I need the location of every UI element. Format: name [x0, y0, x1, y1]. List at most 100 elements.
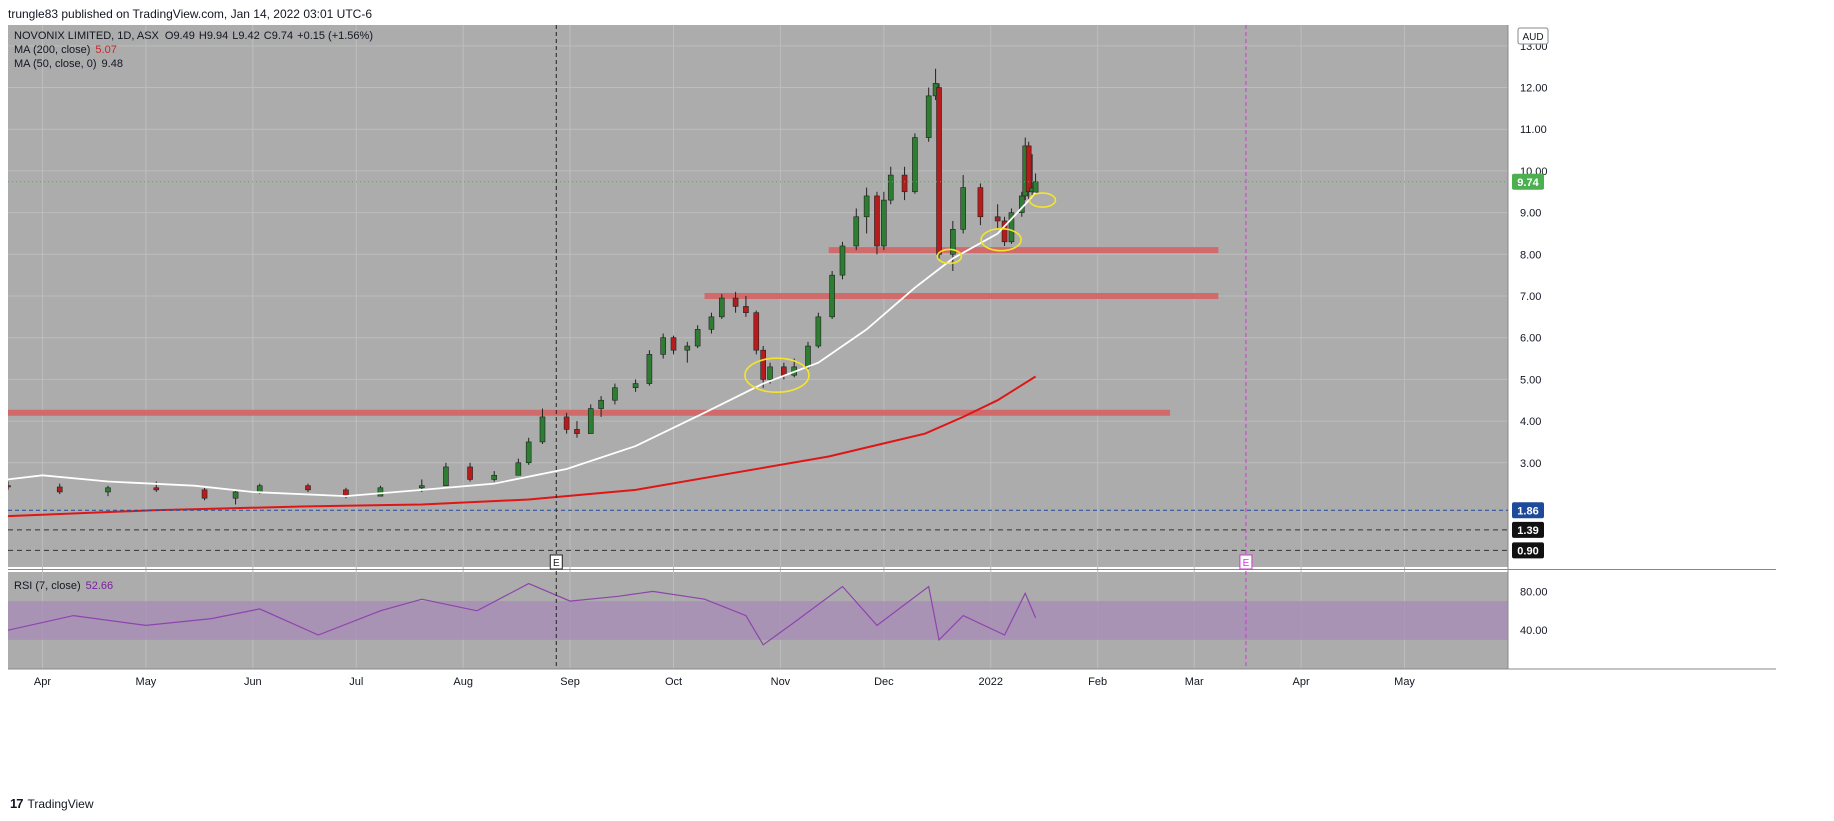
candle-body [587, 408, 594, 434]
price-tag-label: 1.86 [1517, 505, 1538, 517]
candle-body [201, 489, 208, 499]
ma200-label: MA (200, close) [14, 44, 90, 56]
candle-body [153, 487, 160, 491]
publisher-header: trungle83 published on TradingView.com, … [8, 7, 373, 21]
candle-body [829, 274, 835, 318]
candle-body [232, 491, 239, 499]
highlight-ellipse [1028, 192, 1057, 208]
legend-line-1: NOVONIX LIMITED, 1D, ASX O9.49 H9.94 L9.42 C… [14, 30, 373, 42]
footer-brand: TradingView [27, 796, 94, 811]
candle-body [874, 195, 880, 247]
candle-body [732, 297, 739, 307]
candle-body [781, 366, 787, 376]
x-tick-label: May [1394, 676, 1415, 688]
legend-ma200: MA (200, close) 5.07 [14, 44, 117, 56]
candle-body [8, 485, 11, 488]
candle-body [960, 187, 966, 230]
candle-body [491, 474, 498, 480]
x-tick-label: Nov [771, 676, 791, 688]
markers: 9.74 1.86 1.39 0.90 E E [8, 25, 1544, 669]
candle-body [743, 306, 749, 313]
x-tick-label: Aug [453, 676, 473, 688]
x-tick-label: Jun [244, 676, 262, 688]
candle-body [539, 416, 546, 443]
candle-body [760, 349, 766, 380]
price-tag [1512, 502, 1544, 519]
candle-body [377, 487, 384, 497]
x-tick-label: May [136, 676, 157, 688]
candle-body [612, 387, 618, 401]
ma200-value: 5.07 [95, 44, 116, 56]
ma50-line [8, 192, 1037, 498]
rsi-tick-label: 40.00 [1520, 625, 1548, 637]
candle-body [574, 429, 580, 434]
ma50-label: MA (50, close, 0) [14, 58, 97, 70]
x-tick-label: Dec [874, 676, 894, 688]
moving-averages [8, 192, 1037, 518]
candle-body [950, 228, 956, 255]
candle-body [881, 199, 887, 247]
price-tag [1512, 173, 1544, 190]
x-tick-label: Sep [560, 676, 580, 688]
currency-label: AUD [1522, 32, 1543, 43]
high-value: 9.94 [207, 30, 228, 42]
price-tag-label: 0.90 [1517, 545, 1538, 557]
close-value: 9.74 [272, 30, 293, 42]
candle-body [670, 337, 677, 351]
candle-body [767, 366, 773, 380]
candle-body [1025, 145, 1032, 193]
y-tick-label: 4.00 [1520, 416, 1541, 428]
earnings-label: E [553, 558, 560, 569]
earnings-badge[interactable] [549, 554, 563, 570]
candle-body [887, 174, 894, 201]
y-tick-label: 3.00 [1520, 458, 1541, 470]
price-tag-label: 9.74 [1517, 177, 1539, 189]
candle-body [598, 399, 604, 409]
x-tick-label: Jul [349, 676, 363, 688]
candle-body [632, 383, 639, 389]
candle-body [443, 466, 449, 487]
ma200-line [8, 375, 1037, 518]
candle-body [912, 137, 918, 193]
price-tag [1512, 542, 1544, 559]
y-tick-label: 7.00 [1520, 291, 1541, 303]
earnings-badge[interactable] [1239, 554, 1253, 570]
x-tick-label: Mar [1185, 676, 1204, 688]
candle-body [467, 466, 473, 480]
candle-body [1008, 212, 1015, 243]
open-value: 9.49 [173, 30, 194, 42]
candle-body [925, 95, 932, 138]
candle-body [660, 337, 666, 355]
candle-body [694, 329, 701, 347]
highlight-ellipse [980, 227, 1022, 252]
y-tick-label: 6.00 [1520, 333, 1541, 345]
candle-body [646, 354, 653, 384]
chart-svg[interactable]: 13.0012.0011.0010.009.008.007.006.005.00… [8, 25, 1776, 790]
rsi-band [8, 601, 1508, 640]
candle-body [977, 187, 984, 218]
candle-body [753, 312, 760, 351]
y-tick-label: 11.00 [1520, 124, 1547, 136]
price-tag-label: 1.39 [1517, 525, 1538, 537]
highlights [744, 192, 1057, 394]
legend-rsi: RSI (7, close) 52.66 [14, 580, 113, 592]
open-label: O [165, 30, 174, 42]
currency-badge[interactable] [1517, 27, 1549, 45]
y-tick-label: 12.00 [1520, 83, 1548, 95]
candle-body [718, 297, 725, 318]
legend-ma50: MA (50, close, 0) 9.48 [14, 58, 123, 70]
x-tick-label: Apr [34, 676, 51, 688]
low-label: L [232, 30, 238, 42]
candle-body [305, 485, 311, 491]
chart-frame[interactable]: 13.00 12.00 11.00 10.00 9.00 8.00 7.00 6.00 5.00… [8, 25, 1776, 790]
tradingview-logo-icon: 17 [10, 796, 24, 811]
x-tick-label: Oct [665, 676, 682, 688]
x-tick-label: 2022 [979, 676, 1003, 688]
symbol-label: NOVONIX LIMITED, 1D, ASX [14, 30, 160, 42]
x-tick-label: Feb [1088, 676, 1107, 688]
candle-body [1032, 181, 1039, 193]
candle-body [815, 316, 822, 347]
y-tick-label: 9.00 [1520, 208, 1541, 220]
candle-body [1001, 220, 1008, 243]
candle-body [418, 485, 425, 489]
